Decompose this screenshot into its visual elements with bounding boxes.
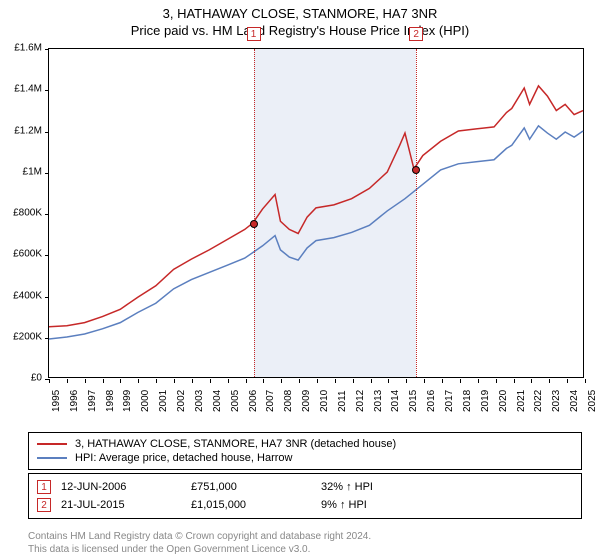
y-tick-label: £1.4M — [14, 84, 42, 95]
title-block: 3, HATHAWAY CLOSE, STANMORE, HA7 3NR Pri… — [0, 0, 600, 40]
transaction-delta: 9% ↑ HPI — [321, 499, 441, 511]
x-tick-label: 1995 — [51, 390, 62, 412]
y-tick — [45, 297, 49, 298]
x-tick-label: 2021 — [516, 390, 527, 412]
x-tick-label: 1997 — [87, 390, 98, 412]
legend-item: 3, HATHAWAY CLOSE, STANMORE, HA7 3NR (de… — [37, 437, 573, 451]
x-tick-label: 2025 — [587, 390, 598, 412]
transaction-price: £751,000 — [191, 481, 311, 493]
series-line — [49, 86, 583, 327]
legend-box: 3, HATHAWAY CLOSE, STANMORE, HA7 3NR (de… — [28, 432, 582, 470]
x-tick-label: 2004 — [212, 390, 223, 412]
x-tick-label: 2018 — [462, 390, 473, 412]
transaction-marker: 2 — [37, 498, 51, 512]
chart-plot-area: 12 — [48, 48, 584, 378]
y-axis-labels: £0£200K£400K£600K£800K£1M£1.2M£1.4M£1.6M — [0, 48, 46, 378]
series-line — [49, 126, 583, 339]
event-marker-1: 1 — [247, 27, 261, 41]
x-tick-label: 1998 — [105, 390, 116, 412]
y-tick — [45, 173, 49, 174]
x-tick-label: 2016 — [426, 390, 437, 412]
sale-point-1 — [250, 220, 258, 228]
x-tick-label: 2017 — [444, 390, 455, 412]
x-tick-label: 2014 — [390, 390, 401, 412]
x-tick-label: 2009 — [301, 390, 312, 412]
x-tick-label: 2010 — [319, 390, 330, 412]
y-tick — [45, 90, 49, 91]
x-tick-label: 2015 — [408, 390, 419, 412]
footnote-line2: This data is licensed under the Open Gov… — [28, 543, 582, 556]
x-tick-label: 2008 — [283, 390, 294, 412]
x-tick — [585, 379, 586, 383]
x-tick-label: 2023 — [551, 390, 562, 412]
y-tick-label: £800K — [13, 208, 42, 219]
y-tick-label: £1.6M — [14, 43, 42, 54]
transaction-row: 2 21-JUL-2015 £1,015,000 9% ↑ HPI — [37, 496, 573, 514]
chart-container: 3, HATHAWAY CLOSE, STANMORE, HA7 3NR Pri… — [0, 0, 600, 560]
title-address: 3, HATHAWAY CLOSE, STANMORE, HA7 3NR — [0, 6, 600, 21]
chart-svg — [49, 49, 583, 377]
x-tick-label: 2003 — [194, 390, 205, 412]
footnote: Contains HM Land Registry data © Crown c… — [28, 530, 582, 556]
y-tick-label: £1M — [23, 166, 42, 177]
transaction-delta: 32% ↑ HPI — [321, 481, 441, 493]
legend-label: 3, HATHAWAY CLOSE, STANMORE, HA7 3NR (de… — [75, 438, 396, 450]
y-tick-label: £0 — [31, 373, 42, 384]
x-tick-label: 2005 — [230, 390, 241, 412]
event-line — [416, 49, 417, 377]
x-tick-label: 2007 — [265, 390, 276, 412]
footnote-line1: Contains HM Land Registry data © Crown c… — [28, 530, 582, 543]
transaction-date: 21-JUL-2015 — [61, 499, 181, 511]
y-tick-label: £600K — [13, 249, 42, 260]
legend-swatch — [37, 457, 67, 459]
x-tick-label: 2000 — [140, 390, 151, 412]
x-tick-label: 1996 — [69, 390, 80, 412]
x-tick-label: 2019 — [480, 390, 491, 412]
y-tick — [45, 338, 49, 339]
transaction-date: 12-JUN-2006 — [61, 481, 181, 493]
y-tick-label: £200K — [13, 331, 42, 342]
y-tick — [45, 214, 49, 215]
transaction-marker: 1 — [37, 480, 51, 494]
y-tick — [45, 132, 49, 133]
sale-point-2 — [412, 166, 420, 174]
legend-item: HPI: Average price, detached house, Harr… — [37, 451, 573, 465]
legend-swatch — [37, 443, 67, 445]
title-subtitle: Price paid vs. HM Land Registry's House … — [0, 23, 600, 38]
transaction-row: 1 12-JUN-2006 £751,000 32% ↑ HPI — [37, 478, 573, 496]
x-tick-label: 2020 — [498, 390, 509, 412]
x-axis-labels: 1995 1996 1997 1998 1999 2000 2001 2002 2003 2004… — [48, 380, 584, 430]
event-line — [254, 49, 255, 377]
y-tick — [45, 255, 49, 256]
x-tick-label: 2013 — [373, 390, 384, 412]
x-tick-label: 2024 — [569, 390, 580, 412]
x-tick-label: 1999 — [122, 390, 133, 412]
x-tick-label: 2022 — [533, 390, 544, 412]
x-tick-label: 2001 — [158, 390, 169, 412]
x-tick-label: 2012 — [355, 390, 366, 412]
x-tick-label: 2006 — [248, 390, 259, 412]
event-marker-2: 2 — [409, 27, 423, 41]
y-tick — [45, 49, 49, 50]
legend-label: HPI: Average price, detached house, Harr… — [75, 452, 292, 464]
x-tick-label: 2002 — [176, 390, 187, 412]
y-tick-label: £400K — [13, 290, 42, 301]
transaction-table: 1 12-JUN-2006 £751,000 32% ↑ HPI 2 21-JUL-201… — [28, 473, 582, 519]
x-tick-label: 2011 — [337, 390, 348, 412]
y-tick-label: £1.2M — [14, 125, 42, 136]
transaction-price: £1,015,000 — [191, 499, 311, 511]
